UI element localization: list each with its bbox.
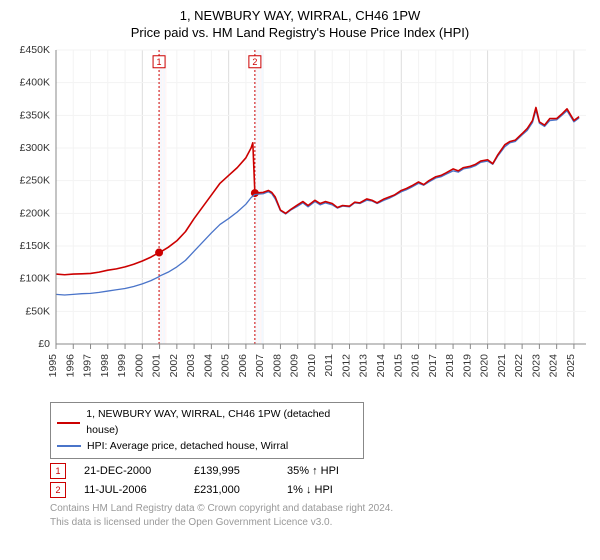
svg-text:2010: 2010 xyxy=(306,354,318,378)
svg-text:2003: 2003 xyxy=(185,354,197,378)
footer-line-2: This data is licensed under the Open Gov… xyxy=(50,516,590,530)
svg-text:1: 1 xyxy=(157,57,162,67)
svg-text:2005: 2005 xyxy=(220,354,232,378)
svg-text:£350K: £350K xyxy=(20,109,50,121)
legend-swatch xyxy=(57,445,81,447)
svg-text:£0: £0 xyxy=(38,338,50,350)
svg-text:2011: 2011 xyxy=(323,354,335,377)
sale-delta: 1% ↓ HPI xyxy=(287,484,333,496)
svg-text:1996: 1996 xyxy=(64,354,76,378)
svg-text:2022: 2022 xyxy=(513,354,525,378)
footer-line-1: Contains HM Land Registry data © Crown c… xyxy=(50,502,590,516)
sale-price: £231,000 xyxy=(194,484,269,496)
sale-date: 11-JUL-2006 xyxy=(84,484,176,496)
svg-text:1995: 1995 xyxy=(47,354,59,378)
svg-text:2009: 2009 xyxy=(289,354,301,378)
svg-text:2001: 2001 xyxy=(151,354,163,378)
sales-list: 1 21-DEC-2000 £139,995 35% ↑ HPI 2 11-JUL-200… xyxy=(10,463,590,498)
svg-text:2016: 2016 xyxy=(410,354,422,378)
svg-text:£300K: £300K xyxy=(20,142,50,154)
legend-label: 1, NEWBURY WAY, WIRRAL, CH46 1PW (detach… xyxy=(86,407,357,439)
legend-label: HPI: Average price, detached house, Wirr… xyxy=(87,439,288,455)
legend-item: 1, NEWBURY WAY, WIRRAL, CH46 1PW (detach… xyxy=(57,407,357,439)
svg-text:2012: 2012 xyxy=(340,354,352,378)
svg-text:£50K: £50K xyxy=(25,305,50,317)
chart-title: 1, NEWBURY WAY, WIRRAL, CH46 1PW xyxy=(10,8,590,23)
svg-text:2004: 2004 xyxy=(202,354,214,378)
svg-text:2019: 2019 xyxy=(461,354,473,378)
legend-swatch xyxy=(57,422,80,424)
svg-text:1997: 1997 xyxy=(82,354,94,378)
sale-row: 2 11-JUL-2006 £231,000 1% ↓ HPI xyxy=(50,482,590,498)
svg-text:2015: 2015 xyxy=(392,354,404,378)
sale-marker: 2 xyxy=(50,482,66,498)
legend-item: HPI: Average price, detached house, Wirr… xyxy=(57,439,357,455)
sale-row: 1 21-DEC-2000 £139,995 35% ↑ HPI xyxy=(50,463,590,479)
sale-delta: 35% ↑ HPI xyxy=(287,465,339,477)
svg-text:2023: 2023 xyxy=(530,354,542,378)
svg-text:£200K: £200K xyxy=(20,207,50,219)
svg-text:£100K: £100K xyxy=(20,273,50,285)
sale-marker: 1 xyxy=(50,463,66,479)
sale-price: £139,995 xyxy=(194,465,269,477)
svg-text:1999: 1999 xyxy=(116,354,128,378)
svg-text:2018: 2018 xyxy=(444,354,456,378)
svg-text:2013: 2013 xyxy=(358,354,370,378)
svg-text:2014: 2014 xyxy=(375,354,387,378)
svg-text:2007: 2007 xyxy=(254,354,266,378)
svg-text:2006: 2006 xyxy=(237,354,249,378)
svg-text:2: 2 xyxy=(252,57,257,67)
svg-text:2024: 2024 xyxy=(548,354,560,378)
svg-text:1998: 1998 xyxy=(99,354,111,378)
chart-subtitle: Price paid vs. HM Land Registry's House … xyxy=(10,25,590,40)
svg-text:2020: 2020 xyxy=(479,354,491,378)
svg-text:2002: 2002 xyxy=(168,354,180,378)
svg-text:2021: 2021 xyxy=(496,354,508,378)
svg-text:£400K: £400K xyxy=(20,77,50,89)
svg-text:£250K: £250K xyxy=(20,175,50,187)
attribution: Contains HM Land Registry data © Crown c… xyxy=(50,502,590,529)
legend: 1, NEWBURY WAY, WIRRAL, CH46 1PW (detach… xyxy=(50,402,364,459)
svg-text:2025: 2025 xyxy=(565,354,577,378)
price-chart: £0 £50K £100K £150K £200K £250K £300K £350K £400… xyxy=(10,46,590,396)
svg-text:£450K: £450K xyxy=(20,46,50,56)
svg-text:2000: 2000 xyxy=(133,354,145,378)
svg-text:2017: 2017 xyxy=(427,354,439,378)
svg-text:2008: 2008 xyxy=(271,354,283,378)
sale-date: 21-DEC-2000 xyxy=(84,465,176,477)
chart-svg: £0 £50K £100K £150K £200K £250K £300K £350K £400… xyxy=(10,46,590,396)
svg-text:£150K: £150K xyxy=(20,240,50,252)
